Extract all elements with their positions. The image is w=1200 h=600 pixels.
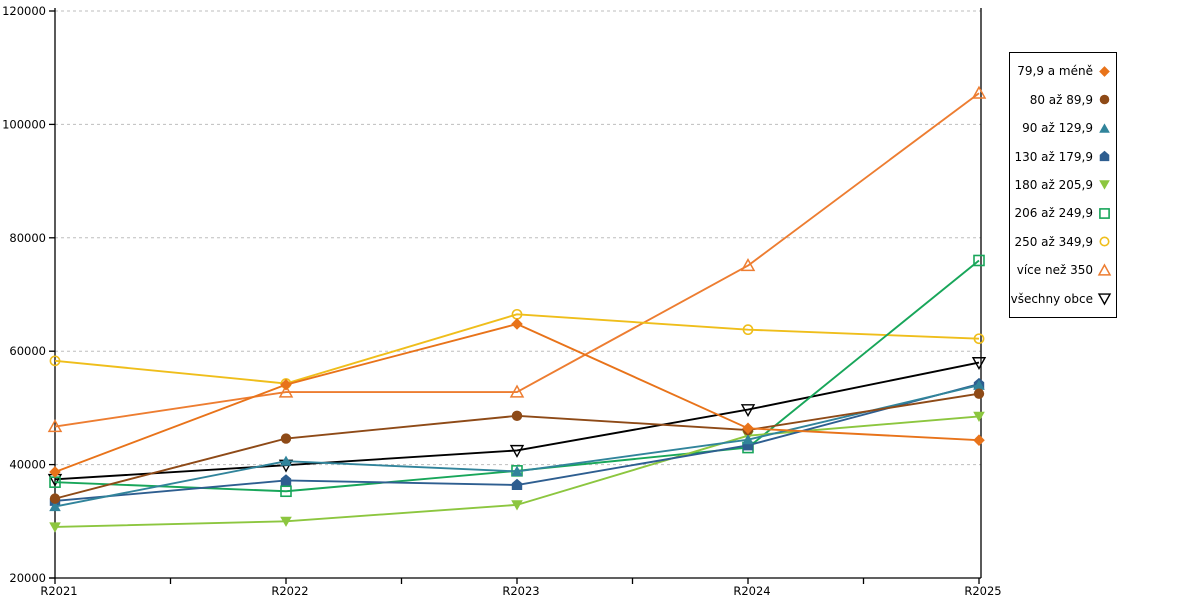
series-line [54,361,980,481]
triangle-down-open-marker [971,357,987,370]
legend-item: 90 až 129,9 [1012,115,1112,141]
legend-marker-icon [1099,122,1110,133]
triangle-down-filled-marker [511,500,523,511]
triangle-down-filled-marker [973,411,985,423]
legend: 79,9 a méně 80 až 89,9 90 až 129,9 130 až 1… [1009,52,1117,318]
legend-item: 250 až 349,9 [1012,229,1112,255]
circle-filled-marker [1099,94,1110,105]
legend-item: všechny obce [1010,286,1112,312]
legend-item-label: 206 až 249,9 [1014,206,1093,221]
legend-marker-icon [1099,236,1110,247]
triangle-down-open-marker [1097,293,1112,306]
triangle-down-open-marker [509,444,525,458]
legend-item-label: 90 až 129,9 [1022,121,1093,136]
triangle-up-filled-marker [973,379,985,390]
diamond-filled-marker [1099,65,1110,77]
diamond-filled-marker [49,466,61,478]
legend-item-label: 80 až 89,9 [1029,92,1093,107]
legend-marker-icon [1099,94,1110,105]
diamond-filled-marker [973,434,985,447]
legend-marker-icon [1099,208,1110,219]
y-tick-label: 100000 [2,117,46,131]
circle-open-marker [973,333,985,345]
y-tick-label: 20000 [9,571,46,585]
triangle-up-open-marker [740,258,756,272]
x-tick-label: R2025 [964,584,1001,598]
circle-open-marker [49,355,61,367]
series-line [54,92,980,428]
triangle-up-filled-marker [49,500,61,512]
pentagon-filled-marker [280,474,292,486]
triangle-up-open-marker [1097,263,1112,276]
legend-marker-icon [1097,293,1112,306]
legend-item-label: 180 až 205,9 [1014,177,1093,192]
square-open-marker [973,254,985,267]
legend-item-label: 79,9 a méně [1017,64,1093,79]
circle-filled-marker [973,388,985,399]
triangle-down-filled-marker [49,522,61,533]
legend-item-label: všechny obce [1010,291,1093,306]
legend-item-label: více než 350 [1016,263,1093,278]
x-tick-label: R2023 [502,584,539,598]
circle-open-marker [742,324,754,336]
circle-filled-marker [511,410,523,422]
diamond-filled-marker [280,378,292,391]
triangle-down-filled-marker [1099,180,1110,191]
legend-item: 180 až 205,9 [1012,172,1112,198]
legend-item: 206 až 249,9 [1012,200,1112,226]
pentagon-filled-marker [511,478,523,491]
x-tick-label: R2024 [733,584,770,598]
triangle-up-open-marker [47,419,63,433]
triangle-up-open-marker [278,384,294,398]
square-open-marker [1099,208,1110,219]
triangle-up-filled-marker [1099,122,1110,133]
circle-open-marker [1099,236,1110,247]
x-tick-label: R2021 [40,584,77,598]
y-tick-label: 120000 [2,4,46,18]
y-tick-label: 40000 [9,458,46,472]
square-open-marker [280,485,292,498]
series-line [54,313,980,385]
legend-item-label: 250 až 349,9 [1014,234,1093,249]
legend-marker-icon [1099,150,1110,162]
triangle-down-open-marker [740,404,756,418]
legend-item: 130 až 179,9 [1012,144,1112,170]
legend-item: 80 až 89,9 [1012,87,1112,113]
triangle-up-filled-marker [511,465,523,477]
triangle-up-filled-marker [280,455,292,466]
pentagon-filled-marker [1099,150,1110,162]
legend-item: více než 350 [1012,257,1112,283]
triangle-up-open-marker [971,85,987,99]
legend-item: 79,9 a méně [1012,58,1112,84]
x-tick-label: R2022 [271,584,308,598]
triangle-up-open-marker [509,384,525,398]
triangle-up-filled-marker [742,434,754,445]
circle-filled-marker [49,493,61,504]
circle-filled-marker [280,433,292,444]
legend-marker-icon [1097,263,1112,276]
legend-marker-icon [1099,65,1110,77]
y-tick-label: 60000 [9,344,46,358]
diamond-filled-marker [742,422,754,435]
legend-marker-icon [1099,180,1110,191]
triangle-down-filled-marker [280,516,292,527]
legend-item-label: 130 až 179,9 [1014,149,1093,164]
y-tick-label: 80000 [9,231,46,245]
diamond-filled-marker [511,318,523,330]
